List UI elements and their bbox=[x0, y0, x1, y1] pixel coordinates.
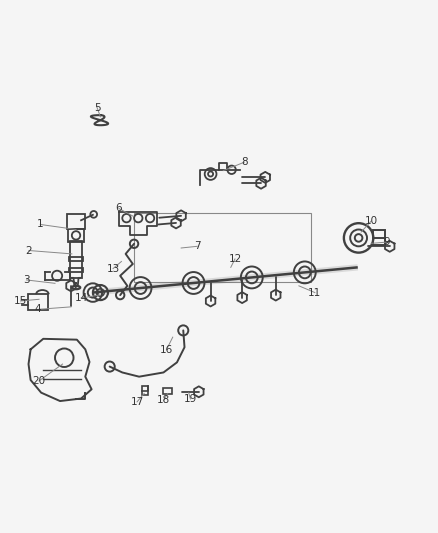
Text: 15: 15 bbox=[14, 296, 27, 306]
Text: 17: 17 bbox=[131, 397, 144, 407]
Bar bbox=[28, 294, 48, 310]
Bar bbox=[70, 241, 82, 278]
Text: 16: 16 bbox=[160, 345, 173, 355]
Text: 20: 20 bbox=[32, 376, 46, 386]
Text: 7: 7 bbox=[194, 241, 201, 252]
Text: 14: 14 bbox=[74, 293, 88, 303]
Text: 4: 4 bbox=[34, 304, 41, 314]
Text: 19: 19 bbox=[184, 394, 197, 404]
Bar bbox=[134, 213, 311, 282]
Text: 12: 12 bbox=[228, 254, 242, 264]
Bar bbox=[69, 257, 83, 261]
Text: 13: 13 bbox=[106, 264, 120, 273]
Bar bbox=[69, 268, 83, 271]
Bar bbox=[67, 214, 85, 230]
Text: 5: 5 bbox=[94, 102, 100, 112]
Text: 11: 11 bbox=[308, 288, 321, 297]
Bar bbox=[163, 388, 172, 394]
Bar bbox=[141, 386, 148, 395]
Text: 9: 9 bbox=[383, 237, 390, 247]
Bar bbox=[373, 230, 385, 246]
Text: 18: 18 bbox=[157, 395, 170, 405]
Text: 2: 2 bbox=[26, 246, 32, 255]
Text: 1: 1 bbox=[37, 220, 44, 229]
Text: 8: 8 bbox=[241, 157, 247, 167]
Text: 6: 6 bbox=[116, 204, 122, 214]
Text: 3: 3 bbox=[23, 275, 30, 285]
Bar bbox=[68, 229, 84, 242]
Text: 10: 10 bbox=[365, 216, 378, 226]
